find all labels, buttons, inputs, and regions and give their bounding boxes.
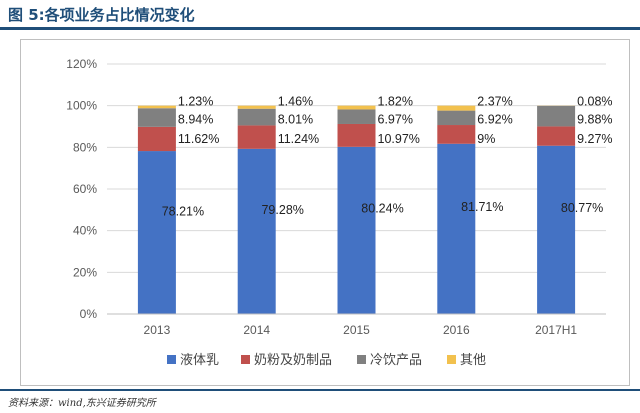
data-label-冷饮产品: 8.94% bbox=[178, 112, 213, 126]
legend-label: 冷饮产品 bbox=[370, 353, 422, 368]
data-label-其他: 2.37% bbox=[477, 95, 512, 109]
bar-segment-1 bbox=[337, 146, 376, 314]
bar-segment-1 bbox=[537, 145, 576, 314]
bar-segment-4 bbox=[437, 105, 476, 111]
data-label-奶粉及奶制品: 11.62% bbox=[178, 132, 219, 146]
data-label-液体乳: 79.28% bbox=[261, 203, 303, 217]
source-note: 资料来源：wind,东兴证券研究所 bbox=[8, 398, 156, 409]
bar-segment-1 bbox=[237, 148, 276, 314]
legend-label: 其他 bbox=[460, 353, 486, 368]
legend-swatch bbox=[167, 355, 176, 364]
data-label-冷饮产品: 8.01% bbox=[278, 112, 313, 126]
data-label-液体乳: 78.21% bbox=[162, 204, 204, 218]
y-tick-label: 120% bbox=[66, 57, 97, 71]
bar-segment-4 bbox=[237, 105, 276, 109]
data-label-液体乳: 80.77% bbox=[561, 201, 603, 215]
data-label-其他: 1.23% bbox=[178, 95, 213, 109]
chart-svg: 0% 20% 40% 60% 80% 100% 120% 2013 78.21% 11.62% 8.… bbox=[66, 57, 612, 368]
data-label-液体乳: 81.71% bbox=[461, 200, 503, 214]
figure-title: 图 5:各项业务占比情况变化 bbox=[8, 6, 195, 24]
y-tick-label: 100% bbox=[66, 99, 97, 113]
bar-segment-4 bbox=[337, 105, 376, 110]
bar-segment-2 bbox=[537, 126, 576, 146]
data-label-其他: 0.08% bbox=[577, 95, 612, 109]
bar-segment-3 bbox=[337, 109, 376, 124]
legend-label: 奶粉及奶制品 bbox=[254, 353, 332, 368]
data-label-其他: 1.82% bbox=[378, 95, 413, 109]
data-label-冷饮产品: 6.92% bbox=[477, 112, 512, 126]
y-tick-label: 80% bbox=[73, 140, 97, 154]
x-tick-label: 2013 bbox=[144, 323, 171, 337]
bar-segment-3 bbox=[537, 105, 576, 127]
legend-label: 液体乳 bbox=[180, 353, 219, 368]
title-rule bbox=[0, 27, 640, 30]
chart-frame: 0% 20% 40% 60% 80% 100% 120% 2013 78.21% 11.62% 8.… bbox=[20, 39, 630, 386]
bar-segment-3 bbox=[437, 110, 476, 126]
x-tick-label: 2017H1 bbox=[535, 323, 577, 337]
x-tick-label: 2016 bbox=[443, 323, 470, 337]
data-label-奶粉及奶制品: 9% bbox=[477, 132, 495, 146]
data-label-奶粉及奶制品: 10.97% bbox=[378, 132, 420, 146]
bar-segment-1 bbox=[437, 143, 476, 314]
data-label-奶粉及奶制品: 11.24% bbox=[278, 132, 319, 146]
y-tick-label: 0% bbox=[80, 307, 98, 321]
bottom-rule bbox=[0, 389, 640, 391]
data-label-冷饮产品: 9.88% bbox=[577, 112, 612, 126]
x-tick-label: 2015 bbox=[343, 323, 370, 337]
y-tick-label: 60% bbox=[73, 182, 97, 196]
data-label-奶粉及奶制品: 9.27% bbox=[577, 132, 612, 146]
legend-swatch bbox=[357, 355, 366, 364]
bar-segment-2 bbox=[437, 125, 476, 144]
y-tick-label: 40% bbox=[73, 224, 97, 238]
x-tick-label: 2014 bbox=[243, 323, 270, 337]
bar-segment-2 bbox=[337, 123, 376, 147]
bar-segment-3 bbox=[137, 108, 176, 127]
bar-segment-3 bbox=[237, 108, 276, 126]
y-tick-label: 20% bbox=[73, 265, 97, 279]
bar-segment-1 bbox=[137, 151, 176, 314]
legend-swatch bbox=[241, 355, 250, 364]
bar-segment-2 bbox=[137, 126, 176, 152]
bar-segment-2 bbox=[237, 125, 276, 149]
legend-swatch bbox=[447, 355, 456, 364]
bar-segment-4 bbox=[137, 105, 176, 109]
data-label-冷饮产品: 6.97% bbox=[378, 112, 413, 126]
data-label-液体乳: 80.24% bbox=[361, 202, 403, 216]
data-label-其他: 1.46% bbox=[278, 95, 313, 109]
